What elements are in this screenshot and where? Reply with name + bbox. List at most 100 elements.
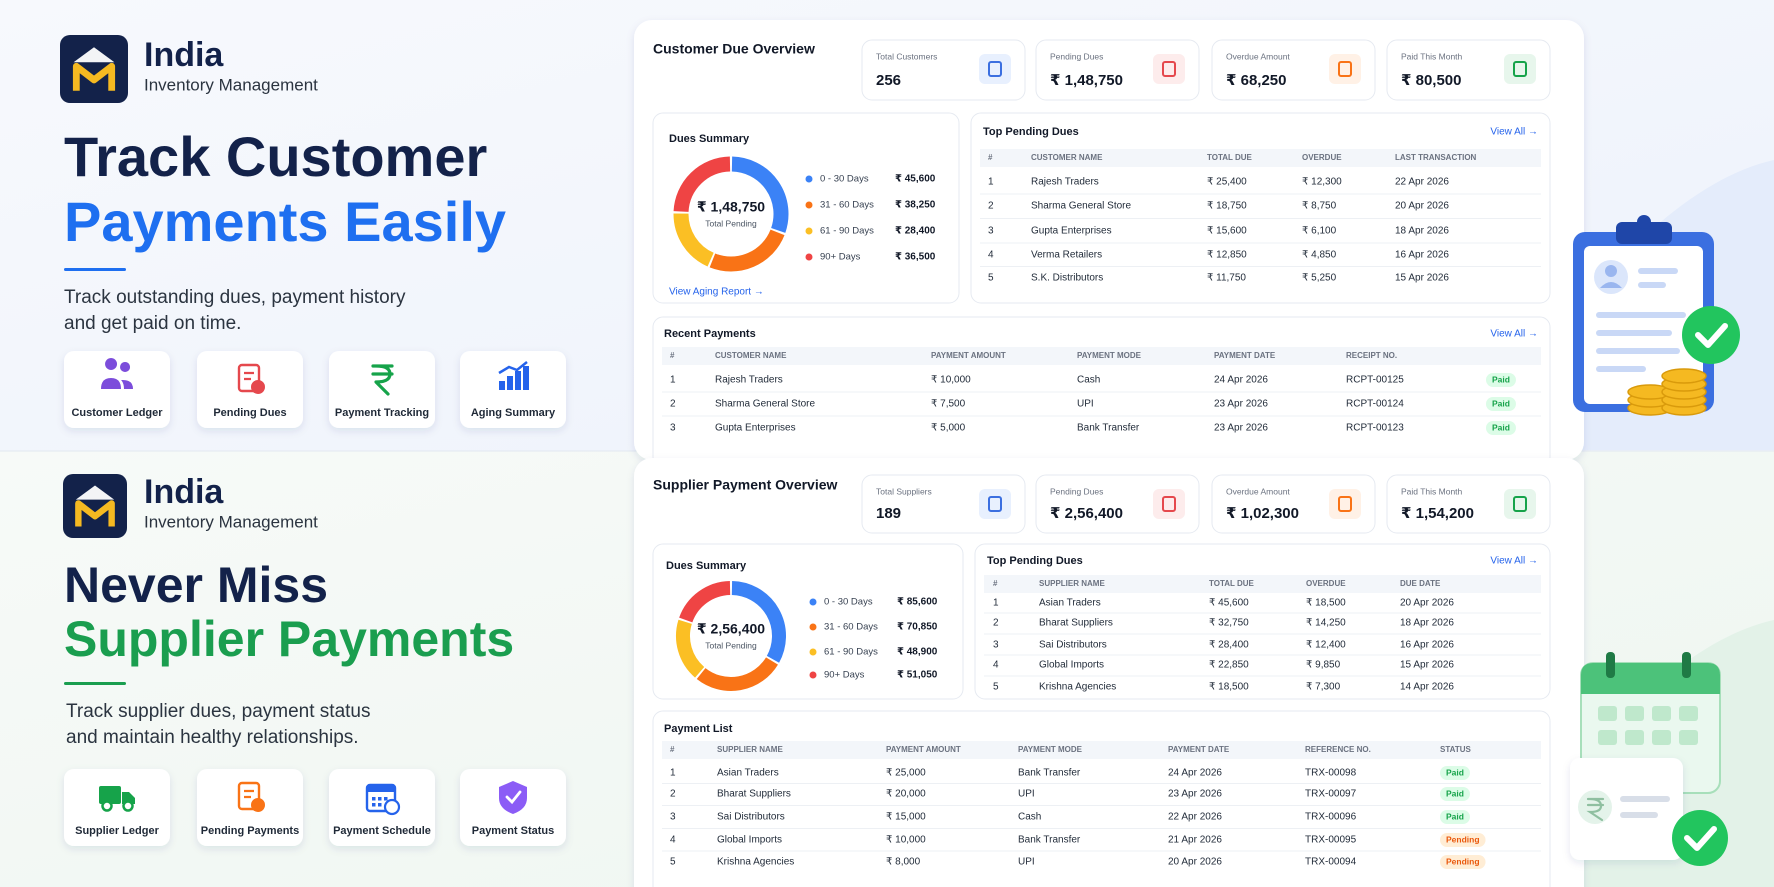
icon-shape bbox=[122, 800, 134, 812]
description: Track outstanding dues, payment history bbox=[64, 287, 406, 308]
table-header: SUPPLIER NAME bbox=[1039, 579, 1105, 588]
table-cell: Sai Distributors bbox=[717, 812, 785, 823]
brand-name: India bbox=[144, 36, 224, 74]
table-cell: ₹ 9,850 bbox=[1306, 660, 1341, 671]
table-header: # bbox=[988, 153, 993, 162]
status-badge bbox=[1440, 810, 1470, 824]
status-label: Paid bbox=[1446, 767, 1464, 777]
icon-shape bbox=[237, 781, 261, 811]
icon-shape bbox=[372, 797, 376, 801]
table-header-band bbox=[662, 741, 1541, 759]
table-cell: ₹ 8,000 bbox=[886, 857, 921, 868]
feature-label: Pending Dues bbox=[213, 407, 286, 419]
table-cell: Global Imports bbox=[1039, 660, 1104, 671]
legend-label: 61 - 90 Days bbox=[824, 647, 878, 658]
logo-mark bbox=[75, 500, 115, 527]
stat-icon bbox=[988, 61, 1002, 77]
view-all-link[interactable]: View All → bbox=[1490, 556, 1538, 567]
description: Track supplier dues, payment status bbox=[66, 701, 371, 722]
stat-icon bbox=[1338, 61, 1352, 77]
table-header: # bbox=[993, 579, 998, 588]
stat-icon-bg bbox=[1329, 489, 1361, 519]
icon-shape bbox=[101, 800, 113, 812]
legend-dot bbox=[809, 648, 817, 656]
table-cell: Asian Traders bbox=[717, 768, 779, 779]
stat-value: ₹ 68,250 bbox=[1226, 72, 1286, 89]
table-cell: Bank Transfer bbox=[1018, 835, 1081, 846]
logo-roof bbox=[75, 485, 115, 500]
table-cell: 22 Apr 2026 bbox=[1395, 177, 1449, 188]
table-cell: Cash bbox=[1077, 375, 1100, 386]
status-badge bbox=[1486, 373, 1516, 387]
icon-shape bbox=[499, 781, 527, 814]
stat-icon-bg bbox=[1153, 54, 1185, 84]
stat-label: Paid This Month bbox=[1401, 486, 1463, 496]
feature-card bbox=[197, 769, 303, 846]
logo-roof bbox=[73, 47, 115, 63]
table-header: OVERDUE bbox=[1306, 579, 1346, 588]
legend-amount: ₹ 28,400 bbox=[895, 226, 936, 237]
dues-card bbox=[652, 543, 964, 700]
stat-icon bbox=[1162, 61, 1176, 77]
aging-report-link[interactable]: View Aging Report → bbox=[669, 287, 764, 298]
brand-name: India bbox=[144, 473, 224, 511]
table-cell: 5 bbox=[670, 857, 676, 868]
legend-amount: ₹ 38,250 bbox=[895, 200, 936, 211]
table-cell: 20 Apr 2026 bbox=[1400, 598, 1454, 609]
legend-dot bbox=[809, 598, 817, 606]
legend-dot bbox=[809, 623, 817, 631]
table-header: PAYMENT AMOUNT bbox=[931, 351, 1006, 360]
stat-label: Overdue Amount bbox=[1226, 51, 1290, 61]
stat-icon-bg bbox=[979, 489, 1011, 519]
view-all-link[interactable]: View All → bbox=[1490, 127, 1538, 138]
table-cell: 21 Apr 2026 bbox=[1168, 835, 1222, 846]
table-cell: ₹ 8,750 bbox=[1302, 201, 1337, 212]
logo-bg bbox=[63, 474, 127, 538]
legend-amount: ₹ 51,050 bbox=[897, 670, 938, 681]
donut-total-label: Total Pending bbox=[705, 218, 757, 228]
legend-dot bbox=[805, 201, 813, 209]
headline: Never Miss bbox=[64, 557, 328, 613]
donut-segment bbox=[676, 619, 705, 678]
view-all-link[interactable]: View All → bbox=[1490, 329, 1538, 340]
table-cell: Global Imports bbox=[717, 835, 782, 846]
icon-shape bbox=[251, 380, 265, 394]
status-badge bbox=[1486, 397, 1516, 411]
stat-icon bbox=[1513, 61, 1527, 77]
dashboard-title: Customer Due Overview bbox=[653, 41, 815, 57]
stat-value: ₹ 80,500 bbox=[1401, 72, 1461, 89]
table-header-band bbox=[662, 347, 1541, 365]
legend-amount: ₹ 36,500 bbox=[895, 252, 936, 263]
table-header: LAST TRANSACTION bbox=[1395, 153, 1477, 162]
donut-segment bbox=[673, 213, 715, 267]
accent-bar bbox=[64, 268, 126, 271]
icon-shape bbox=[237, 363, 261, 393]
stat-value: ₹ 1,48,750 bbox=[1050, 72, 1123, 89]
headline-accent: Payments Easily bbox=[64, 190, 506, 253]
stat-icon bbox=[1162, 496, 1176, 512]
logo bbox=[63, 474, 127, 538]
table-cell: 1 bbox=[993, 598, 999, 609]
table-cell: Gupta Enterprises bbox=[715, 423, 796, 434]
table-cell: ₹ 32,750 bbox=[1209, 618, 1249, 629]
stat-label: Total Suppliers bbox=[876, 486, 932, 496]
stat-label: Overdue Amount bbox=[1226, 486, 1290, 496]
feature-label: Payment Status bbox=[472, 825, 555, 837]
stat-value: 256 bbox=[876, 72, 901, 89]
table-cell: TRX-00095 bbox=[1305, 835, 1357, 846]
icon-shape bbox=[244, 789, 254, 799]
status-label: Paid bbox=[1446, 788, 1464, 798]
table-cell: Bank Transfer bbox=[1077, 423, 1140, 434]
table-cell: Rajesh Traders bbox=[1031, 177, 1099, 188]
table-cell: 16 Apr 2026 bbox=[1395, 250, 1449, 261]
table-cell: 3 bbox=[670, 812, 676, 823]
legend-dot bbox=[805, 253, 813, 261]
logo-bg bbox=[60, 35, 128, 103]
icon-shape bbox=[505, 790, 522, 805]
icon-shape bbox=[367, 785, 395, 792]
feature-card bbox=[197, 351, 303, 428]
stat-value: ₹ 1,54,200 bbox=[1401, 505, 1474, 522]
